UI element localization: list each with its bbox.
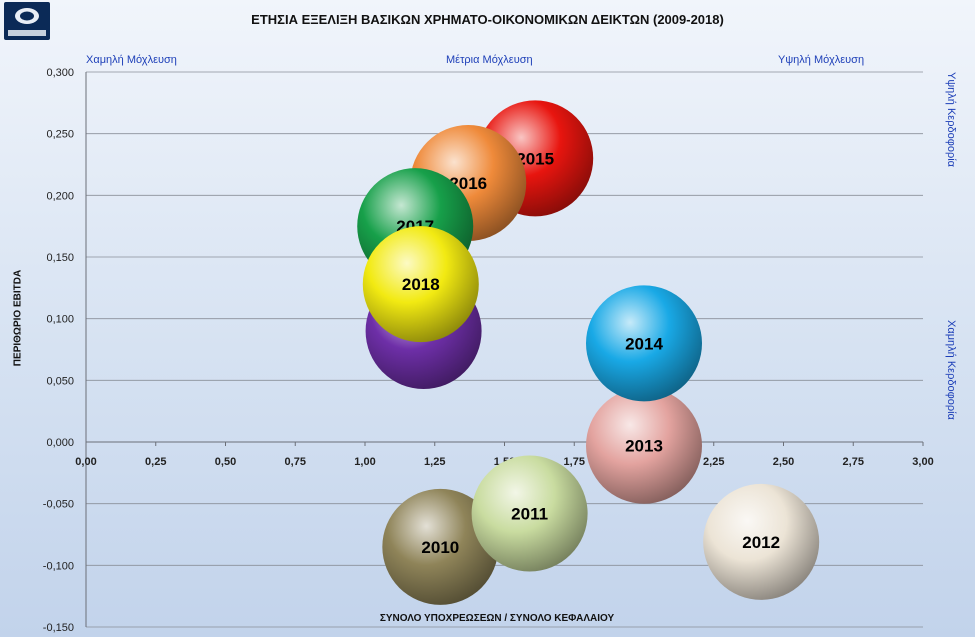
x-axis-label: ΣΥΝΟΛΟ ΥΠΟΧΡΕΩΣΕΩΝ / ΣΥΝΟΛΟ ΚΕΦΑΛΑΙΟΥ xyxy=(379,613,615,624)
bubble-2018 xyxy=(362,226,479,343)
y-tick-label: -0,100 xyxy=(43,560,74,572)
annotation-high-leverage: Υψηλή Μόχλευση xyxy=(778,54,865,66)
bubble-label-2013: 2013 xyxy=(625,437,663,456)
x-tick-label: 1,25 xyxy=(424,456,445,468)
x-tick-label: 1,00 xyxy=(354,456,375,468)
annotation-medium-leverage: Μέτρια Μόχλευση xyxy=(446,54,533,66)
y-tick-label: 0,300 xyxy=(46,67,74,79)
bubble-label-2010: 2010 xyxy=(421,538,459,557)
bubble-2014 xyxy=(586,285,702,402)
x-tick-label: 0,50 xyxy=(215,456,236,468)
annotation-low-profitability: Χαμηλή Κερδοφορία xyxy=(945,320,957,420)
y-axis-label: ΠΕΡΙΘΩΡΙΟ EBITDA xyxy=(12,269,24,367)
bubble-label-2015: 2015 xyxy=(516,149,554,168)
y-tick-label: 0,000 xyxy=(46,437,74,449)
x-tick-label: 0,75 xyxy=(285,456,306,468)
x-tick-label: 2,25 xyxy=(703,456,724,468)
bubble-label-2011: 2011 xyxy=(511,505,548,524)
x-tick-label: 1,75 xyxy=(564,456,585,468)
y-tick-label: 0,250 xyxy=(46,129,74,141)
x-tick-label: 2,50 xyxy=(773,456,794,468)
bubble-2013 xyxy=(586,387,702,504)
bubble-label-2012: 2012 xyxy=(742,533,780,552)
annotation-low-leverage: Χαμηλή Μόχλευση xyxy=(86,54,177,66)
y-tick-label: 0,100 xyxy=(46,314,74,326)
x-tick-label: 3,00 xyxy=(912,456,933,468)
bubble-2011 xyxy=(471,455,588,572)
y-tick-label: -0,150 xyxy=(43,622,74,634)
annotation-high-profitability: Υψηλή Κερδοφορία xyxy=(945,72,957,168)
chart-title: ΕΤΗΣΙΑ ΕΞΕΛΙΞΗ ΒΑΣΙΚΩΝ ΧΡΗΜΑΤΟ-ΟΙΚΟΝΟΜΙΚ… xyxy=(251,12,724,27)
x-tick-label: 2,75 xyxy=(843,456,864,468)
bubble-label-2018: 2018 xyxy=(402,275,440,294)
bubble-2010 xyxy=(382,488,499,605)
x-tick-label: 0,25 xyxy=(145,456,166,468)
y-tick-label: 0,200 xyxy=(46,190,74,202)
company-logo xyxy=(4,2,50,40)
bubble-2012 xyxy=(703,483,820,600)
x-tick-label: 0,00 xyxy=(75,456,96,468)
y-tick-label: -0,050 xyxy=(43,499,74,511)
y-tick-label: 0,150 xyxy=(46,252,74,264)
y-tick-label: 0,050 xyxy=(46,375,74,387)
bubble-label-2014: 2014 xyxy=(625,334,663,353)
